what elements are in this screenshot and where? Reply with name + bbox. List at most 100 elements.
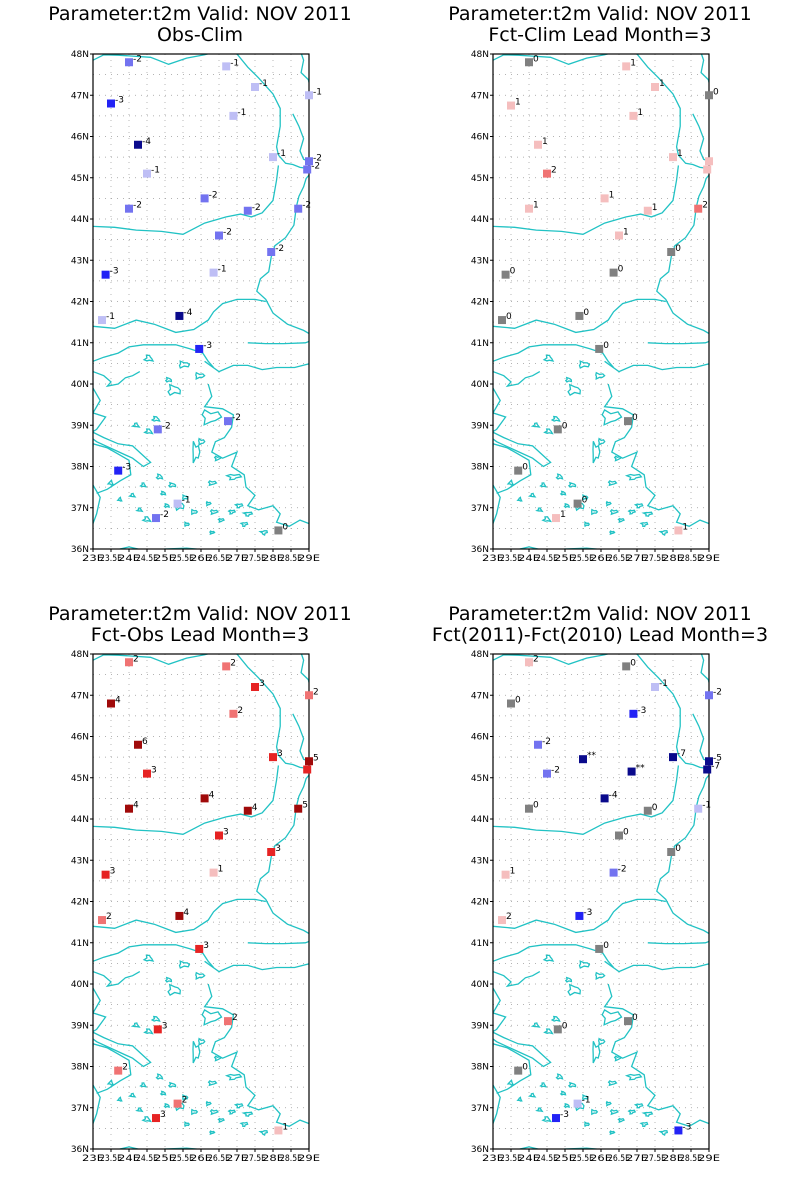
station-marker (651, 83, 659, 91)
lat-tick-label: 45N (471, 774, 489, 784)
station-value-label: 0 (630, 658, 636, 668)
lon-tick-label: 26.5E (608, 1154, 630, 1164)
lon-tick-label: 27.5E (644, 554, 666, 564)
lat-tick-label: 46N (471, 733, 489, 743)
station-value-label: -1 (182, 496, 191, 506)
lat-tick-label: 40N (71, 380, 89, 390)
station-value-label: 0 (282, 522, 288, 532)
lat-tick-label: 46N (71, 133, 89, 143)
panel-subtitle: Fct-Clim Lead Month=3 (488, 24, 712, 46)
lat-tick-label: 41N (71, 339, 89, 349)
station-value-label: -4 (183, 308, 192, 318)
station-value-label: 1 (623, 228, 629, 238)
station-marker (624, 1017, 632, 1026)
lat-tick-label: 44N (471, 215, 489, 225)
station-value-label: -5 (713, 753, 722, 763)
lat-tick-label: 37N (471, 1104, 489, 1114)
stations: 0 1 1 0 1 1 1 1 2 1 1 1 2 1 0 0 0 0 0 0 0 0 0 0 1 1 (498, 54, 719, 535)
station-value-label: -2 (133, 54, 142, 64)
station-marker (305, 757, 313, 766)
station-value-label: -3 (637, 706, 646, 716)
station-marker (667, 848, 676, 856)
station-marker (600, 194, 609, 203)
station-value-label: 3 (223, 828, 229, 838)
lat-tick-label: 41N (471, 939, 489, 949)
stations: 2 0-1-20-3-2** -7 -5-7-2 **-40 0 -100-21-32000… (498, 654, 722, 1135)
lat-tick-label: 42N (71, 298, 89, 308)
lon-tick-label: 25.5E (172, 1154, 194, 1164)
station-marker (215, 831, 223, 840)
lon-tick-label: 24.5E (536, 1154, 558, 1164)
station-marker (669, 753, 677, 762)
lat-tick-label: 45N (71, 774, 89, 784)
lat-tick-label: 39N (71, 1021, 89, 1031)
lon-tick-label: 25.5E (172, 554, 194, 564)
stations: -2 -1-1-1-3-1-4-1 -2-2-1-2-2 -2 -2-2-2-1-3-4… (98, 54, 322, 535)
lon-tick-label: 28.5E (280, 1154, 302, 1164)
panel-subtitle: Fct-Obs Lead Month=3 (90, 624, 310, 646)
station-marker (125, 58, 133, 67)
station-marker (543, 169, 551, 178)
station-marker (175, 911, 184, 920)
station-marker (153, 1025, 162, 1034)
station-marker (114, 466, 123, 475)
station-value-label: 0 (583, 308, 589, 318)
lon-tick-label: 28E (662, 1154, 684, 1164)
station-marker (525, 658, 533, 667)
station-value-label: 2 (702, 201, 708, 211)
lat-tick-label: 48N (471, 650, 489, 660)
lon-tick-label: 27E (226, 554, 248, 564)
station-value-label: 0 (713, 87, 719, 97)
station-value-label: -2 (162, 421, 171, 431)
grid-lines (93, 654, 309, 1149)
station-marker (501, 870, 510, 879)
lat-tick-label: 44N (71, 815, 89, 825)
station-marker (229, 709, 238, 718)
station-marker (200, 794, 209, 803)
lat-tick-label: 36N (71, 545, 89, 555)
station-value-label: 1 (682, 522, 688, 532)
station-value-label: 2 (230, 658, 236, 668)
station-value-label: ** (636, 764, 646, 774)
lat-tick-label: 37N (471, 504, 489, 514)
station-value-label: 5 (302, 801, 308, 811)
lon-tick-label: 24.5E (136, 554, 158, 564)
station-map: 48N47N46N45N44N43N42N41N40N39N38N37N36N2… (71, 50, 322, 564)
station-marker (674, 526, 683, 535)
station-value-label: -2 (542, 737, 551, 747)
station-marker (98, 316, 106, 325)
station-value-label: 3 (203, 941, 209, 951)
lon-tick-label: 27.5E (644, 1154, 666, 1164)
lon-tick-label: 26E (590, 1154, 612, 1164)
lon-tick-label: 26E (590, 554, 612, 564)
lat-tick-label: 38N (471, 1063, 489, 1073)
lon-tick-label: 27.5E (244, 1154, 266, 1164)
station-value-label: 1 (510, 867, 516, 877)
station-map: 48N47N46N45N44N43N42N41N40N39N38N37N36N2… (471, 650, 722, 1164)
station-value-label: -4 (142, 137, 151, 147)
station-value-label: 1 (218, 865, 224, 875)
station-marker (507, 101, 515, 110)
station-marker (498, 316, 506, 325)
station-value-label: 2 (506, 912, 512, 922)
lon-tick-label: 23.5E (500, 1154, 522, 1164)
station-marker (514, 1066, 523, 1075)
station-value-label: 2 (232, 1013, 238, 1023)
lat-tick-label: 42N (471, 898, 489, 908)
station-marker (705, 757, 713, 766)
lon-tick-label: 26.5E (608, 554, 630, 564)
station-value-label: 0 (522, 463, 528, 473)
lon-tick-label: 24.5E (136, 1154, 158, 1164)
station-value-label: -2 (618, 865, 627, 875)
lon-tick-label: 23.5E (500, 554, 522, 564)
station-value-label: 1 (515, 98, 521, 108)
lat-tick-label: 48N (71, 50, 89, 60)
station-value-label: 1 (542, 137, 548, 147)
lon-tick-label: 25E (154, 554, 176, 564)
lon-tick-label: 23.5E (100, 554, 122, 564)
grid-lines (493, 654, 709, 1149)
station-value-label: 1 (637, 108, 643, 118)
lon-tick-label: 28E (262, 1154, 284, 1164)
station-value-label: 2 (551, 166, 557, 176)
lon-tick-label: 28.5E (680, 554, 702, 564)
